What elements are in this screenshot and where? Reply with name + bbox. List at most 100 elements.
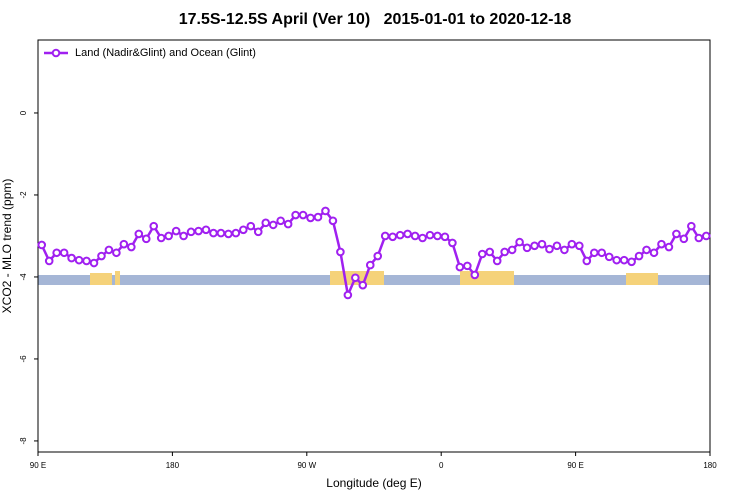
y-tick-label: -4 bbox=[19, 273, 28, 281]
point bbox=[97, 251, 106, 261]
point bbox=[485, 247, 495, 257]
point bbox=[433, 231, 442, 241]
point bbox=[231, 228, 241, 238]
land-patch bbox=[115, 271, 120, 285]
point bbox=[37, 240, 47, 250]
point bbox=[59, 248, 69, 258]
x-tick-label: 180 bbox=[166, 461, 180, 470]
point bbox=[477, 249, 487, 259]
land-patch bbox=[90, 273, 112, 285]
point bbox=[515, 237, 524, 247]
point bbox=[306, 213, 315, 223]
point bbox=[597, 248, 607, 258]
point bbox=[119, 239, 129, 249]
point bbox=[582, 256, 592, 266]
point bbox=[328, 216, 338, 226]
point bbox=[627, 257, 636, 267]
point bbox=[612, 255, 621, 265]
point bbox=[687, 221, 696, 231]
point bbox=[358, 280, 368, 290]
point bbox=[701, 231, 711, 241]
point bbox=[552, 241, 562, 251]
y-tick-label: -6 bbox=[19, 355, 28, 363]
point bbox=[492, 256, 502, 266]
legend-label: Land (Nadir&Glint) and Ocean (Glint) bbox=[75, 47, 256, 59]
point bbox=[134, 229, 144, 239]
point bbox=[276, 216, 285, 226]
point bbox=[649, 248, 659, 258]
point bbox=[373, 251, 383, 261]
land-ocean-strip bbox=[38, 271, 710, 285]
point bbox=[545, 244, 554, 254]
point bbox=[507, 245, 517, 255]
point bbox=[291, 210, 300, 220]
point bbox=[634, 251, 644, 261]
point bbox=[575, 241, 584, 251]
point bbox=[44, 256, 54, 266]
point bbox=[82, 256, 91, 266]
point bbox=[239, 225, 248, 235]
point bbox=[216, 228, 226, 238]
land-patch bbox=[626, 273, 658, 285]
point bbox=[343, 290, 353, 300]
point bbox=[67, 253, 76, 263]
point bbox=[463, 261, 472, 271]
point bbox=[589, 248, 599, 258]
point bbox=[283, 219, 293, 229]
point bbox=[209, 228, 218, 238]
point bbox=[365, 260, 375, 270]
point bbox=[657, 239, 666, 249]
point bbox=[642, 245, 651, 255]
point bbox=[500, 247, 509, 257]
point bbox=[672, 229, 681, 239]
point bbox=[298, 210, 308, 220]
point bbox=[321, 206, 330, 216]
point bbox=[537, 239, 547, 249]
point bbox=[261, 218, 271, 228]
point bbox=[127, 242, 136, 252]
point bbox=[89, 258, 99, 268]
y-tick-label: 0 bbox=[19, 110, 28, 115]
point bbox=[74, 255, 84, 265]
point bbox=[141, 234, 151, 244]
y-tick-label: -2 bbox=[19, 191, 28, 199]
point bbox=[388, 232, 397, 242]
point bbox=[104, 245, 114, 255]
land-patch bbox=[460, 271, 514, 285]
point bbox=[380, 231, 390, 241]
point bbox=[149, 221, 159, 231]
point bbox=[194, 226, 203, 236]
point bbox=[679, 234, 689, 244]
x-tick-label: 90 E bbox=[30, 461, 46, 470]
point bbox=[313, 212, 323, 222]
point bbox=[425, 230, 435, 240]
point bbox=[224, 229, 233, 239]
chart-title: 17.5S-12.5S April (Ver 10) 2015-01-01 to… bbox=[179, 11, 572, 28]
y-axis-label: XCO2 - MLO trend (ppm) bbox=[0, 179, 14, 314]
point bbox=[403, 229, 412, 239]
point bbox=[253, 227, 263, 237]
point bbox=[171, 226, 181, 236]
point bbox=[530, 241, 539, 251]
point bbox=[179, 231, 188, 241]
point bbox=[448, 238, 457, 248]
point bbox=[440, 232, 450, 242]
point bbox=[336, 247, 345, 257]
point bbox=[52, 248, 61, 258]
point bbox=[567, 239, 577, 249]
point bbox=[395, 230, 405, 240]
point bbox=[664, 242, 674, 252]
point bbox=[268, 220, 278, 230]
plot-frame bbox=[37, 39, 711, 453]
point bbox=[186, 227, 196, 237]
y-tick-label: -8 bbox=[19, 437, 28, 445]
point bbox=[201, 225, 211, 235]
point bbox=[522, 243, 532, 253]
x-tick-label: 0 bbox=[439, 461, 444, 470]
x-tick-label: 180 bbox=[703, 461, 717, 470]
point bbox=[418, 233, 427, 243]
point bbox=[164, 231, 173, 241]
x-tick-label: 90 W bbox=[297, 461, 316, 470]
point bbox=[351, 273, 360, 283]
